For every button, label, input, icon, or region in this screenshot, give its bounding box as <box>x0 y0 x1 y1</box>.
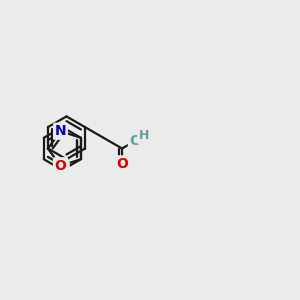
Text: O: O <box>55 159 66 173</box>
Text: N: N <box>55 124 66 138</box>
Text: H: H <box>139 130 149 142</box>
Text: N: N <box>56 163 68 177</box>
Text: O: O <box>130 134 141 148</box>
Text: O: O <box>116 157 128 171</box>
